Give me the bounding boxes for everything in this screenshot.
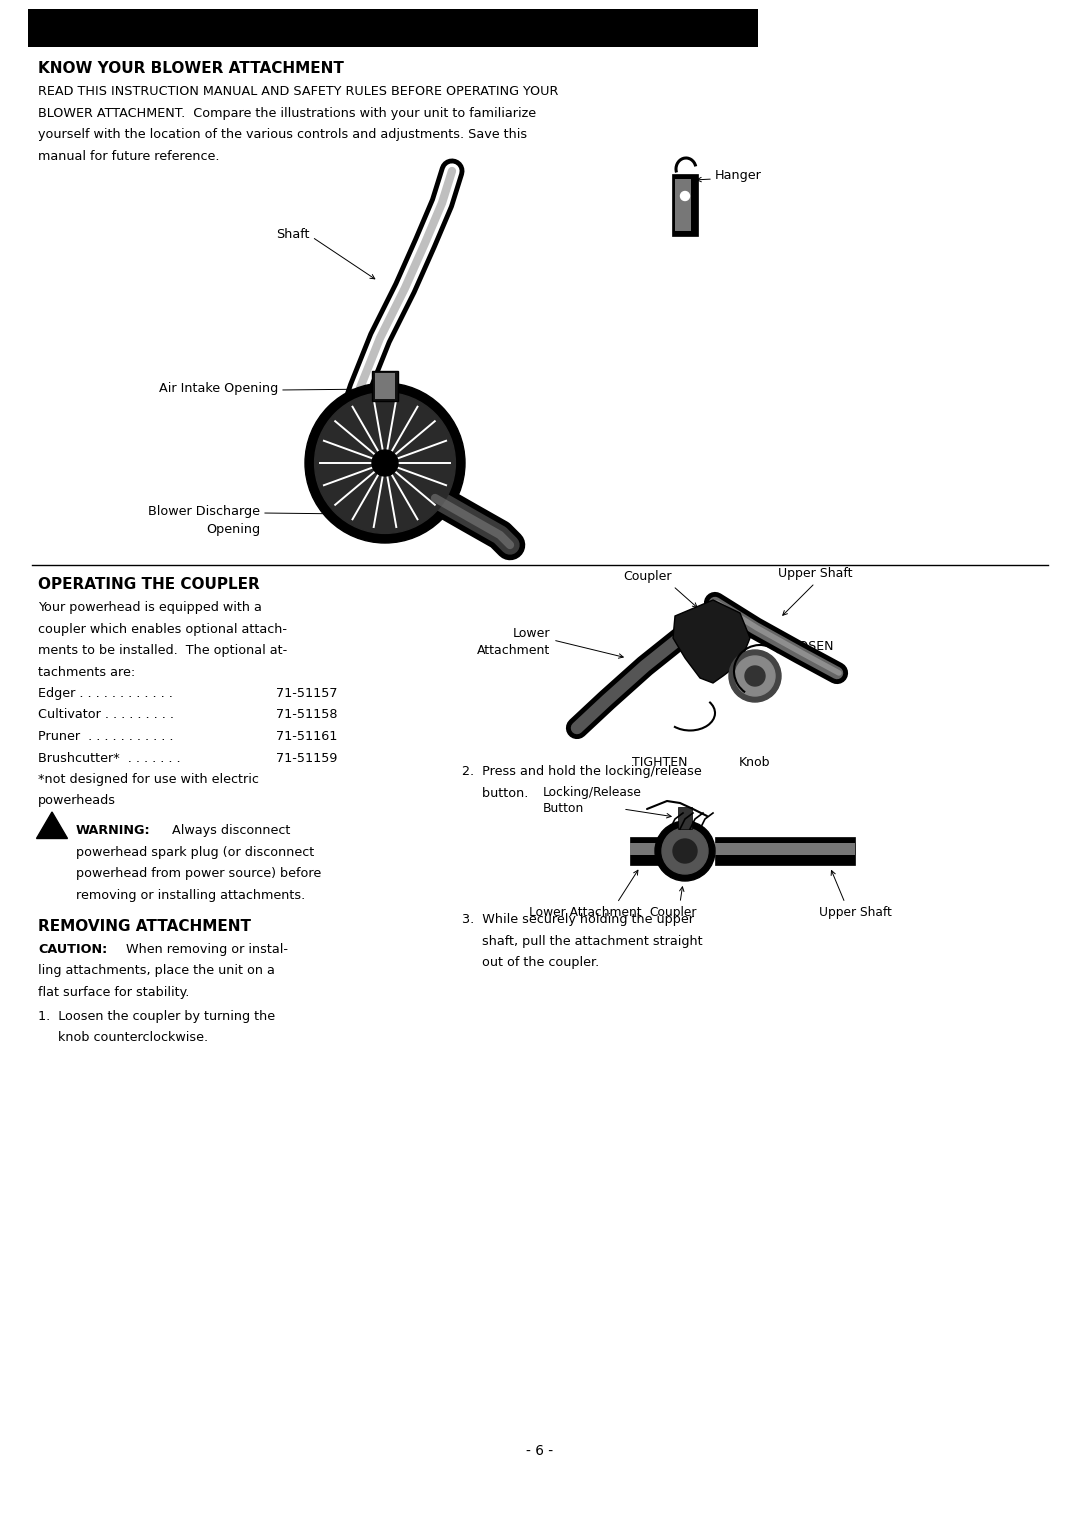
Text: Air Intake Opening: Air Intake Opening [159,381,278,394]
Bar [630,844,681,854]
Text: removing or installing attachments.: removing or installing attachments. [76,889,306,902]
Text: powerheads: powerheads [38,795,116,807]
Bar [630,838,681,865]
Text: Pruner  . . . . . . . . . . .: Pruner . . . . . . . . . . . [38,730,174,743]
Text: Lower: Lower [513,626,550,640]
Polygon shape [673,600,750,682]
Text: shaft, pull the attachment straight: shaft, pull the attachment straight [462,935,703,947]
Text: 71-51161: 71-51161 [276,730,337,743]
Text: ling attachments, place the unit on a: ling attachments, place the unit on a [38,964,275,978]
Text: OPERATION: OPERATION [316,15,470,40]
Text: Blower Discharge: Blower Discharge [148,506,260,518]
Text: Coupler: Coupler [649,906,697,918]
Text: 71-51158: 71-51158 [276,708,337,722]
Circle shape [673,839,697,864]
Circle shape [654,821,715,880]
Text: button.: button. [462,786,528,800]
Text: !: ! [50,822,54,832]
Polygon shape [37,812,67,839]
Text: KNOW YOUR BLOWER ATTACHMENT: KNOW YOUR BLOWER ATTACHMENT [38,61,343,76]
Text: BLOWER ATTACHMENT.  Compare the illustrations with your unit to familiarize: BLOWER ATTACHMENT. Compare the illustrat… [38,107,536,119]
Text: Edger . . . . . . . . . . . .: Edger . . . . . . . . . . . . [38,687,173,701]
Text: out of the coupler.: out of the coupler. [462,956,599,969]
Bar [675,180,691,231]
Text: Shaft: Shaft [276,228,310,242]
Text: Hanger: Hanger [715,169,761,181]
Text: Cultivator . . . . . . . . .: Cultivator . . . . . . . . . [38,708,174,722]
Text: Locking/Release: Locking/Release [543,786,642,800]
Circle shape [735,656,775,696]
Text: OPERATING THE COUPLER: OPERATING THE COUPLER [38,577,260,592]
Circle shape [729,650,781,702]
Bar [28,9,758,47]
Text: LOOSEN: LOOSEN [783,640,835,652]
Text: Attachment: Attachment [476,644,550,656]
Text: 3.  While securely holding the upper: 3. While securely holding the upper [462,912,694,926]
Bar [715,838,855,865]
Text: Coupler: Coupler [623,570,672,583]
Text: Upper Shaft: Upper Shaft [819,906,891,918]
Text: 71-51159: 71-51159 [276,751,337,765]
Text: coupler which enables optional attach-: coupler which enables optional attach- [38,623,287,635]
Text: Upper Shaft: Upper Shaft [778,567,852,580]
Text: 1.  Loosen the coupler by turning the: 1. Loosen the coupler by turning the [38,1010,275,1023]
Text: When removing or instal-: When removing or instal- [118,943,288,956]
Circle shape [680,192,689,201]
Text: - 6 -: - 6 - [526,1444,554,1458]
Text: ments to be installed.  The optional at-: ments to be installed. The optional at- [38,644,287,656]
Text: Your powerhead is equipped with a: Your powerhead is equipped with a [38,602,261,614]
Text: yourself with the location of the various controls and adjustments. Save this: yourself with the location of the variou… [38,128,527,142]
Text: CAUTION:: CAUTION: [38,943,107,956]
Bar [715,844,855,854]
Text: manual for future reference.: manual for future reference. [38,149,219,163]
Circle shape [745,666,765,685]
Text: powerhead from power source) before: powerhead from power source) before [76,868,321,880]
Text: powerhead spark plug (or disconnect: powerhead spark plug (or disconnect [76,845,314,859]
Text: tachments are:: tachments are: [38,666,135,679]
Text: READ THIS INSTRUCTION MANUAL AND SAFETY RULES BEFORE OPERATING YOUR: READ THIS INSTRUCTION MANUAL AND SAFETY … [38,85,558,97]
Bar [678,807,692,829]
Text: Button: Button [543,803,584,815]
Circle shape [662,829,708,874]
Text: 71-51157: 71-51157 [276,687,337,701]
Text: *not designed for use with electric: *not designed for use with electric [38,774,259,786]
Bar [375,373,395,399]
Bar [372,372,399,401]
Text: Always disconnect: Always disconnect [168,824,291,838]
Text: Knob: Knob [739,755,771,769]
Text: 2.  Press and hold the locking/release: 2. Press and hold the locking/release [462,765,702,778]
Circle shape [372,449,399,477]
Text: Brushcutter*  . . . . . . .: Brushcutter* . . . . . . . [38,751,180,765]
Circle shape [314,393,456,533]
Text: WARNING:: WARNING: [76,824,150,838]
Bar [672,174,698,236]
Text: Lower Attachment: Lower Attachment [529,906,642,918]
Text: knob counterclockwise.: knob counterclockwise. [38,1031,208,1045]
Text: Opening: Opening [206,522,260,536]
Circle shape [305,382,465,544]
Text: REMOVING ATTACHMENT: REMOVING ATTACHMENT [38,918,251,934]
Text: TIGHTEN: TIGHTEN [632,755,688,769]
Text: flat surface for stability.: flat surface for stability. [38,985,189,999]
